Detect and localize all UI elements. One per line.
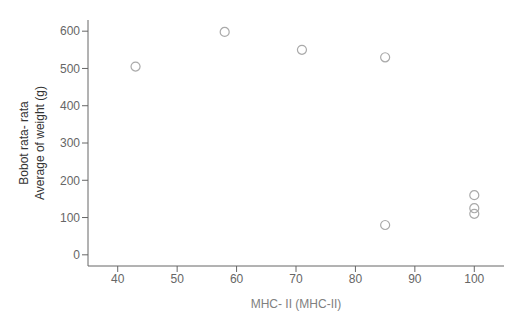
svg-text:60: 60 (230, 272, 244, 286)
svg-text:80: 80 (349, 272, 363, 286)
svg-text:40: 40 (111, 272, 125, 286)
svg-text:50: 50 (170, 272, 184, 286)
svg-text:100: 100 (60, 211, 80, 225)
svg-text:300: 300 (60, 136, 80, 150)
svg-text:500: 500 (60, 62, 80, 76)
svg-text:Average of weight (g): Average of weight (g) (33, 86, 47, 200)
svg-text:MHC- II (MHC-II): MHC- II (MHC-II) (251, 297, 342, 311)
svg-text:200: 200 (60, 174, 80, 188)
svg-text:600: 600 (60, 24, 80, 38)
svg-text:Bobot rata- rata: Bobot rata- rata (17, 101, 31, 185)
svg-text:70: 70 (289, 272, 303, 286)
svg-text:90: 90 (408, 272, 422, 286)
svg-text:0: 0 (73, 248, 80, 262)
svg-text:100: 100 (464, 272, 484, 286)
svg-text:400: 400 (60, 99, 80, 113)
